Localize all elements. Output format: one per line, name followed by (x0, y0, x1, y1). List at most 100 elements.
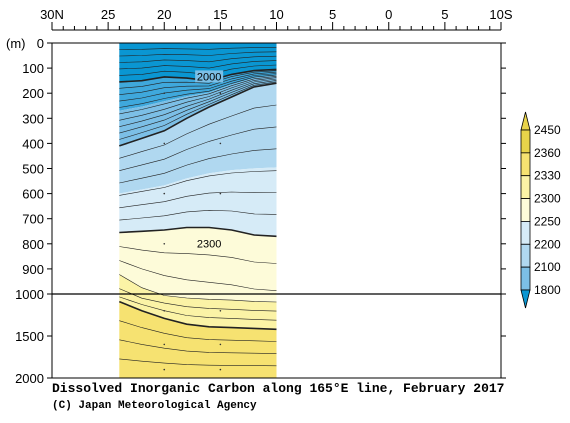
contour-line (119, 104, 277, 159)
color-band (119, 167, 277, 237)
sample-dot (163, 142, 166, 145)
x-tick-label: 20 (157, 7, 171, 22)
contour-label: 2000 (197, 71, 221, 83)
chart-title: Dissolved Inorganic Carbon along 165°E l… (52, 381, 504, 396)
contour-line (119, 77, 277, 121)
contour-line-2300 (119, 226, 277, 238)
contour-line (119, 60, 277, 70)
thin-contour-lines (119, 47, 277, 367)
contour-line (119, 288, 277, 312)
sample-dot (163, 368, 166, 371)
y-tick-label: 1000 (15, 287, 44, 302)
colorbar-label: 2450 (534, 123, 561, 137)
y-tick-label: 400 (22, 136, 44, 151)
contour-labels: 2000 2300 (195, 70, 224, 250)
color-band (119, 83, 277, 194)
x-tick-label: 0 (385, 7, 392, 22)
colorbar: 2450 2360 2330 2300 2250 2200 2100 1800 (520, 111, 561, 309)
y-tick-label: 200 (22, 86, 44, 101)
y-tick-label: 500 (22, 162, 44, 177)
x-tick-label: 15 (213, 7, 227, 22)
contour-line (119, 339, 277, 354)
y-tick-label: 800 (22, 237, 44, 252)
sample-dot (219, 192, 222, 195)
y-tick-label: 100 (22, 61, 44, 76)
colorbar-label: 1800 (534, 283, 561, 297)
colorbar-top-arrow (520, 111, 531, 131)
contour-line (119, 74, 277, 108)
sample-dot (163, 343, 166, 346)
contour-line (119, 73, 277, 102)
sample-dot (163, 310, 166, 312)
contour-label: 2300 (197, 238, 221, 250)
y-tick-label: 700 (22, 212, 44, 227)
colorbar-label: 2300 (534, 192, 561, 206)
contour-line (119, 126, 277, 171)
sample-dot (163, 192, 166, 195)
x-axis: 30N 25 20 15 10 5 0 5 10S (40, 7, 513, 31)
color-band (119, 227, 277, 302)
x-tick-label: 30N (40, 7, 64, 22)
contour-line (119, 358, 277, 367)
sample-dot (219, 343, 222, 346)
color-band (119, 274, 277, 330)
contour-line (119, 170, 277, 196)
colorbar-swatch (520, 266, 531, 291)
chart-credit: (C) Japan Meteorological Agency (52, 400, 257, 412)
contour-label-bg (195, 70, 224, 83)
contour-line (119, 320, 277, 342)
sample-dot (219, 310, 222, 312)
colorbar-label: 2250 (534, 214, 561, 228)
contour-line (119, 55, 277, 63)
color-band (119, 301, 277, 378)
sample-dot (163, 92, 166, 94)
color-band (119, 75, 277, 146)
contour-line (119, 76, 277, 115)
colorbar-swatch (520, 221, 531, 245)
contour-line (119, 47, 277, 50)
y-tick-label: 900 (22, 262, 44, 277)
plot-frame (51, 42, 502, 379)
contour-line-2200 (119, 82, 277, 147)
contour-line (119, 51, 277, 57)
y-tick-label: 2000 (15, 371, 44, 386)
x-tick-label: 5 (441, 7, 448, 22)
y-unit-label: (m) (6, 36, 26, 51)
colorbar-swatch (520, 198, 531, 222)
contour-line (119, 70, 277, 89)
contour-line (119, 260, 277, 291)
contour-line (119, 81, 277, 140)
contour-line (119, 191, 277, 209)
contour-line (119, 296, 277, 321)
sample-dot (219, 142, 222, 145)
colorbar-swatch (520, 129, 531, 154)
x-tick-label: 10 (269, 7, 283, 22)
contour-line (119, 148, 277, 184)
contour-line (119, 78, 277, 127)
contour-line (119, 246, 277, 264)
filled-contour-field (119, 43, 277, 378)
y-tick-label: 0 (37, 36, 44, 51)
contour-line (119, 71, 277, 95)
x-tick-label: 5 (329, 7, 336, 22)
y-tick-label: 300 (22, 111, 44, 126)
colorbar-swatch (520, 152, 531, 177)
contour-line (119, 80, 277, 134)
y-tick-label: 600 (22, 187, 44, 202)
sample-dot (219, 92, 222, 94)
contour-line-2360 (118, 300, 277, 331)
x-tick-label: 25 (101, 7, 115, 22)
contour-label-bg (195, 237, 224, 250)
colorbar-bottom-arrow (520, 289, 531, 309)
colorbar-label: 2200 (534, 237, 561, 251)
colorbar-label: 2330 (534, 169, 561, 183)
sample-dot (163, 243, 166, 245)
colorbar-label: 2360 (534, 146, 561, 160)
contour-line (119, 209, 277, 221)
contour-line (119, 274, 277, 303)
colorbar-swatch (520, 175, 531, 199)
sample-dot (219, 368, 222, 371)
colorbar-label: 2100 (534, 260, 561, 274)
y-tick-label: 1500 (15, 329, 44, 344)
